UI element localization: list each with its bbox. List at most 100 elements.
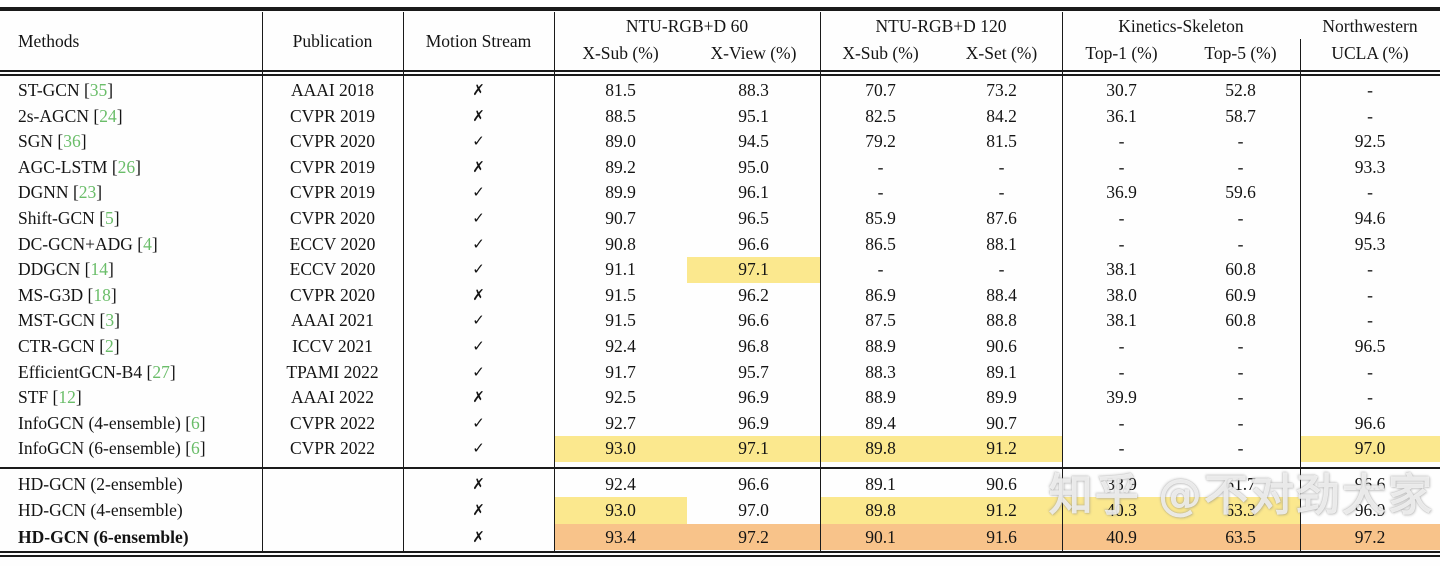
cell-motion-stream: ✓ <box>472 413 485 432</box>
cell-nw-ucla: 96.5 <box>1354 335 1386 356</box>
cell-ntu60-xsub: 91.5 <box>605 310 636 331</box>
cell-ntu120-xsub: - <box>877 156 884 177</box>
cell-kinetics-top1: 39.9 <box>1106 387 1137 408</box>
citation-bracket-open: [ <box>95 310 106 331</box>
citation-number: 23 <box>78 182 97 203</box>
citation-number: 5 <box>105 207 114 228</box>
cell-publication: CVPR 2019 <box>289 182 376 203</box>
cell-motion-stream: ✗ <box>472 285 485 304</box>
cell-ntu120-xsub: 89.1 <box>865 474 896 494</box>
cell-ntu60-xsub: 81.5 <box>605 80 636 100</box>
cell-kinetics-top1: 30.7 <box>1106 80 1137 100</box>
cell-nw-ucla: 93.3 <box>1354 156 1386 177</box>
header-ntu120-xset: X-Set (%) <box>965 43 1038 63</box>
cell-ntu60-xsub: 92.7 <box>605 412 636 433</box>
citation-number: 18 <box>93 284 111 305</box>
cell-kinetics-top5: 59.6 <box>1225 182 1256 203</box>
cell-ntu120-xset: - <box>998 182 1005 203</box>
cell-publication <box>262 524 403 550</box>
table-row: STF [12] AAAI 2022 ✗ 92.5 96.9 88.9 89.9… <box>0 385 1440 411</box>
citation-number: 2 <box>105 335 114 356</box>
cell-kinetics-top5: - <box>1237 412 1244 433</box>
header-group-northwestern: Northwestern <box>1322 16 1418 36</box>
table-row: MST-GCN [3] AAAI 2021 ✓ 91.5 96.6 87.5 8… <box>0 308 1440 334</box>
header-subcol-row: X-Sub (%) X-View (%) X-Sub (%) X-Set (%)… <box>554 39 1440 67</box>
cell-kinetics-top5: - <box>1237 335 1244 356</box>
cell-ntu60-xview: 95.7 <box>738 361 769 382</box>
cell-ntu120-xsub: 86.9 <box>865 284 896 305</box>
cell-ntu120-xset: 89.9 <box>986 387 1017 408</box>
citation-number: 27 <box>152 361 170 382</box>
table-row: MS-G3D [18] CVPR 2020 ✗ 91.5 96.2 86.9 8… <box>0 283 1440 309</box>
method-name: AGC-LSTM <box>18 156 108 177</box>
cell-ntu60-xview: 95.1 <box>738 105 769 126</box>
cell-method: InfoGCN (4-ensemble) [6] <box>0 411 262 437</box>
citation-bracket-close: ] <box>135 156 141 177</box>
header-kinetics-top5: Top-5 (%) <box>1204 43 1277 63</box>
cell-ntu60-xview: 96.6 <box>738 233 769 254</box>
header-ucla: UCLA (%) <box>1331 43 1409 63</box>
table-row: DC-GCN+ADG [4] ECCV 2020 ✓ 90.8 96.6 86.… <box>0 232 1440 258</box>
table-row: CTR-GCN [2] ICCV 2021 ✓ 92.4 96.8 88.9 9… <box>0 334 1440 360</box>
cell-publication: ECCV 2020 <box>289 233 376 254</box>
column-divider-ntu60 <box>820 12 821 551</box>
bottom-double-rule-upper <box>0 551 1440 553</box>
citation-bracket-open: [ <box>132 233 144 254</box>
citation-number: 6 <box>191 412 200 433</box>
citation-bracket-open: [ <box>79 80 90 100</box>
cell-motion-stream: ✗ <box>472 388 485 407</box>
citation-bracket-open: [ <box>142 361 153 382</box>
citation-bracket-close: ] <box>151 233 158 254</box>
cell-nw-ucla: - <box>1367 310 1373 331</box>
cell-ntu120-xsub: 70.7 <box>865 80 896 100</box>
cell-method: DGNN [23] <box>0 180 262 206</box>
cell-ntu60-xview: 96.2 <box>738 284 769 305</box>
table-row: InfoGCN (4-ensemble) [6] CVPR 2022 ✓ 92.… <box>0 411 1440 437</box>
cell-kinetics-top5: 52.8 <box>1225 80 1256 100</box>
cell-method: Shift-GCN [5] <box>0 206 262 232</box>
citation-bracket-close: ] <box>113 207 120 228</box>
header-double-rule-upper <box>0 70 1440 72</box>
cell-ntu120-xset: - <box>998 259 1005 280</box>
cell-ntu60-xsub: 91.1 <box>605 259 636 280</box>
cell-method: 2s-AGCN [24] <box>0 104 262 130</box>
cell-motion-stream: ✗ <box>472 157 485 176</box>
cell-ntu60-xview: 96.5 <box>738 207 769 228</box>
cell-kinetics-top1: - <box>1118 156 1125 177</box>
citation-bracket-open: [ <box>83 284 94 305</box>
cell-kinetics-top5: - <box>1237 387 1244 408</box>
cell-kinetics-top1: 38.1 <box>1106 259 1137 280</box>
cell-ntu60-xview: 94.5 <box>738 131 769 152</box>
cell-motion-stream: ✓ <box>472 132 485 151</box>
cell-kinetics-top5: - <box>1237 233 1244 254</box>
cell-publication: CVPR 2022 <box>289 412 376 433</box>
cell-nw-ucla: - <box>1367 387 1373 408</box>
cell-kinetics-top1: - <box>1118 131 1125 152</box>
cell-method: HD-GCN (6-ensemble) <box>0 524 262 550</box>
method-name: EfficientGCN-B4 <box>18 361 143 382</box>
cell-publication: CVPR 2020 <box>289 131 376 152</box>
cell-kinetics-top1: 38.0 <box>1106 284 1137 305</box>
table-row: DGNN [23] CVPR 2019 ✓ 89.9 96.1 - - 36.9… <box>0 180 1440 206</box>
cell-ntu120-xset: 88.8 <box>986 310 1017 331</box>
cell-ntu60-xsub: 92.4 <box>605 335 636 356</box>
table-row: 2s-AGCN [24] CVPR 2019 ✗ 88.5 95.1 82.5 … <box>0 104 1440 130</box>
cell-publication: CVPR 2019 <box>289 156 376 177</box>
header-ntu60-xsub: X-Sub (%) <box>582 43 659 63</box>
cell-ntu120-xsub: 88.9 <box>865 335 896 356</box>
cell-publication: AAAI 2022 <box>290 387 375 408</box>
cell-ntu60-xview: 96.8 <box>738 335 769 356</box>
cell-kinetics-top5: 63.5 <box>1181 523 1300 551</box>
citation-number: 35 <box>89 80 108 100</box>
citation-bracket-open: [ <box>80 259 91 280</box>
cell-publication: CVPR 2022 <box>289 438 376 459</box>
cell-kinetics-top1: 38.1 <box>1106 310 1137 331</box>
cell-ntu120-xsub: 88.3 <box>865 361 896 382</box>
cell-ntu60-xsub: 91.7 <box>605 361 636 382</box>
column-divider-kinetics <box>1300 39 1301 551</box>
hd-gcn-rows: HD-GCN (2-ensemble) ✗ 92.4 96.6 89.1 90.… <box>0 471 1440 551</box>
method-name: HD-GCN (4-ensemble) <box>18 500 183 521</box>
table-row: HD-GCN (2-ensemble) ✗ 92.4 96.6 89.1 90.… <box>0 471 1440 497</box>
header-publication: Publication <box>292 31 373 51</box>
cell-method: AGC-LSTM [26] <box>0 155 262 181</box>
